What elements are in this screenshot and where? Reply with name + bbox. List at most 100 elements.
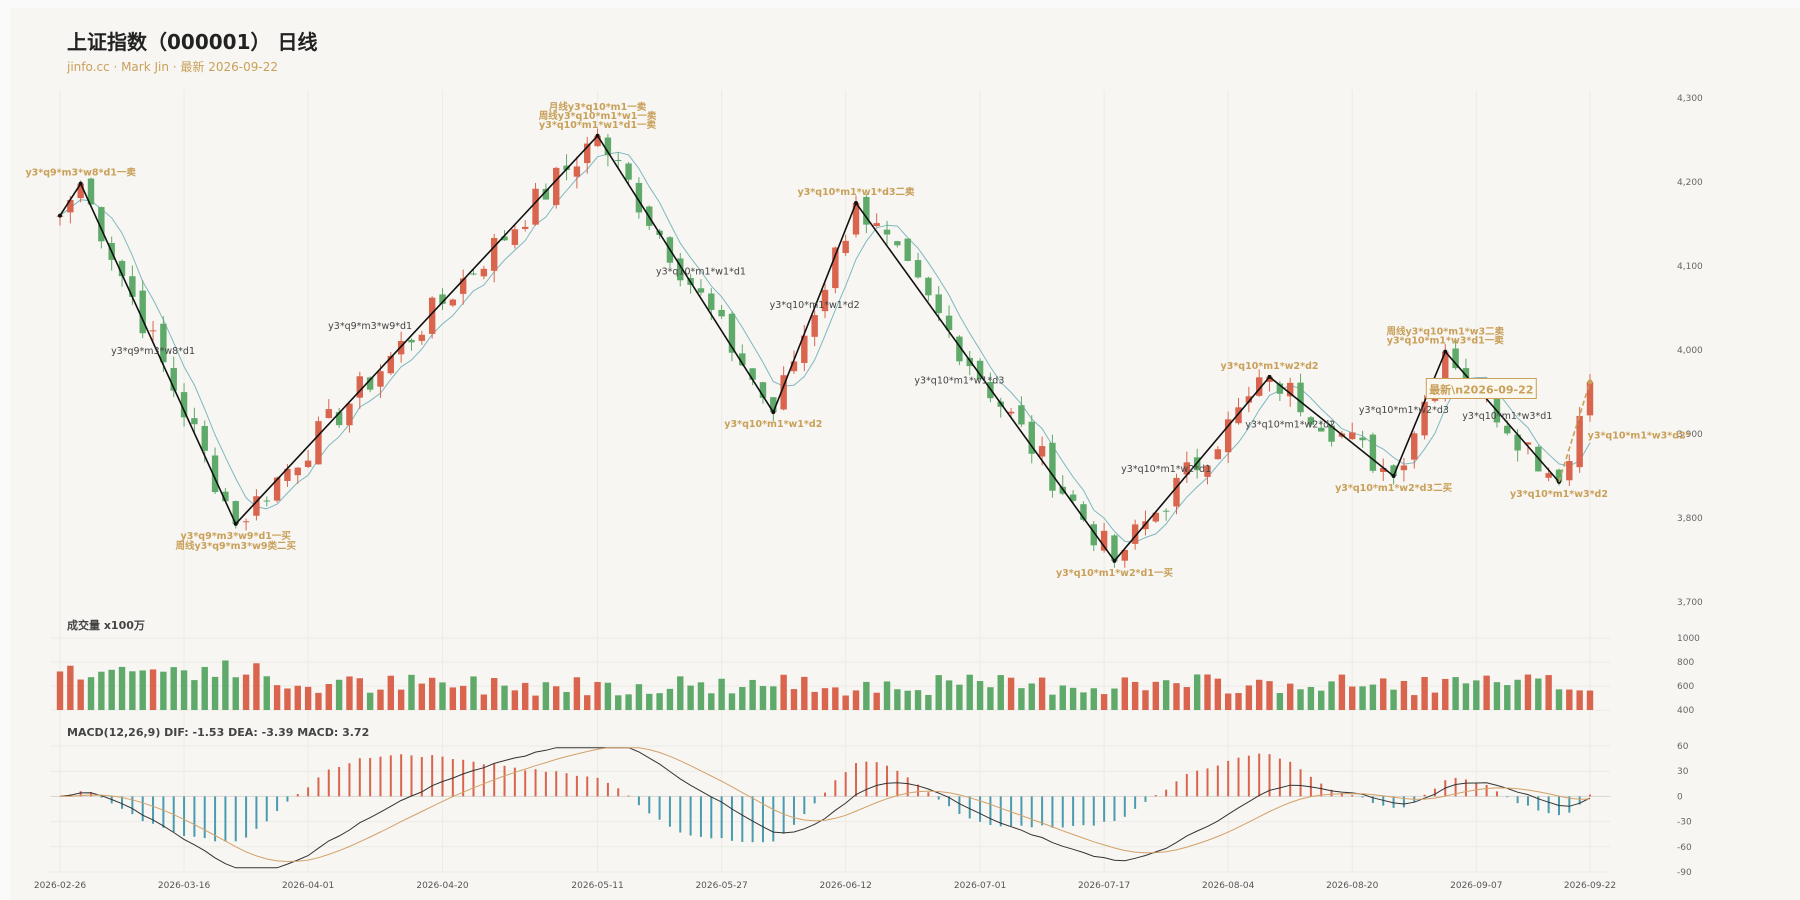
macd-bar (1041, 796, 1044, 826)
volume-bar (1328, 681, 1335, 710)
volume-bar (1514, 679, 1521, 710)
zigzag-point (1267, 374, 1272, 379)
macd-bar (1526, 796, 1529, 806)
volume-bar (1380, 678, 1387, 710)
macd-bar (462, 759, 465, 797)
volume-bar (604, 682, 612, 710)
annotation-gold: y3*q10*m1*w1*d1一卖 (539, 119, 657, 131)
macd-bar (875, 762, 878, 797)
candle-body (211, 455, 219, 493)
candle-body (253, 496, 260, 516)
macd-bar (606, 782, 609, 797)
macd-bar (348, 763, 351, 797)
volume-bar (904, 690, 911, 710)
zigzag-line (59, 134, 1560, 563)
macd-bar (710, 796, 713, 839)
candle-body (790, 361, 798, 372)
date-axis-tick: 2026-07-17 (1078, 881, 1130, 891)
volume-bar (625, 694, 632, 710)
macd-bar (482, 764, 485, 797)
volume-bar (987, 687, 994, 710)
volume-bar (1452, 677, 1459, 710)
macd-bar (1113, 796, 1116, 821)
candle-body (677, 258, 684, 281)
macd-bar (855, 763, 858, 797)
candle-body (1276, 383, 1284, 394)
candle-body (242, 521, 250, 523)
annotation-gold: y3*q10*m1*w2*d2 (1221, 361, 1319, 372)
macd-bar (1082, 796, 1085, 826)
macd-bar (1454, 777, 1457, 797)
macd-bar (1371, 796, 1374, 803)
annotation-gold: 月线y3*q10*m1一卖 (548, 101, 647, 113)
candle-body (1576, 415, 1583, 468)
macd-bar (1258, 753, 1261, 797)
volume-bar (87, 677, 95, 710)
candle-body (832, 247, 839, 289)
candle-body (284, 468, 291, 481)
macd-bar (79, 791, 82, 797)
macd-bar (141, 796, 144, 822)
volume-bar (532, 695, 539, 710)
macd-bar (369, 757, 372, 797)
volume-bar (646, 693, 653, 710)
macd-bar (1351, 795, 1354, 797)
annotation-dark: y3*q10*m1*w2*d3 (1359, 405, 1449, 416)
macd-dea-line (59, 747, 1591, 863)
macd-bar (886, 765, 889, 797)
annotation-gold: y3*q10*m1*w1*d3二卖 (798, 186, 916, 198)
volume-bar (170, 667, 177, 710)
candle-body (563, 165, 570, 170)
candle-body (1380, 467, 1387, 472)
latest-label: 最新\n2026-09-22 (1429, 382, 1533, 396)
volume-bar (232, 677, 239, 710)
volume-bar (211, 676, 219, 710)
volume-bar (832, 687, 839, 710)
macd-bar (720, 796, 723, 839)
macd-bar (1072, 796, 1075, 826)
volume-bar (852, 690, 860, 710)
macd-bar (1278, 758, 1281, 797)
candle-body (966, 357, 973, 367)
volume-bar (1235, 693, 1242, 710)
macd-bar (234, 796, 237, 842)
candle-body (1204, 465, 1211, 477)
volume-bar (149, 669, 157, 710)
macd-bar (844, 772, 847, 797)
volume-bar (842, 695, 849, 710)
volume-bar (77, 679, 84, 710)
volume-bar (1204, 674, 1211, 710)
volume-bar (1018, 688, 1025, 710)
candle-body (925, 277, 932, 296)
candle-body (894, 241, 901, 246)
macd-bar (420, 757, 423, 797)
zigzag-point (1112, 558, 1117, 563)
macd-bar (162, 796, 165, 828)
volume-bar (1255, 679, 1263, 710)
annotation-dark: y3*q10*m1*w3*d1 (1462, 411, 1552, 422)
macd-bar (648, 796, 651, 814)
volume-bar (366, 692, 374, 710)
volume-bar (873, 692, 880, 710)
macd-bar (782, 796, 785, 834)
candle-body (480, 268, 488, 277)
candle-body (1586, 381, 1594, 416)
macd-bar (1330, 789, 1333, 797)
volume-axis-tick: 600 (1677, 682, 1694, 692)
date-axis-tick: 2026-09-07 (1450, 881, 1502, 891)
macd-bar (637, 796, 640, 806)
volume-bar (1359, 686, 1366, 710)
date-axis-tick: 2026-03-16 (158, 881, 211, 891)
volume-bar (387, 675, 395, 710)
candle-body (842, 240, 849, 254)
candle-body (408, 339, 415, 343)
candle-body (118, 260, 126, 277)
grid-lines (59, 90, 1591, 872)
volume-bar (160, 671, 167, 710)
volume-bar (118, 666, 126, 710)
volume-bar (1286, 683, 1294, 710)
candle-body (801, 335, 808, 363)
volume-bar (263, 676, 270, 710)
macd-bar (379, 756, 382, 797)
candle-body (1069, 494, 1077, 501)
